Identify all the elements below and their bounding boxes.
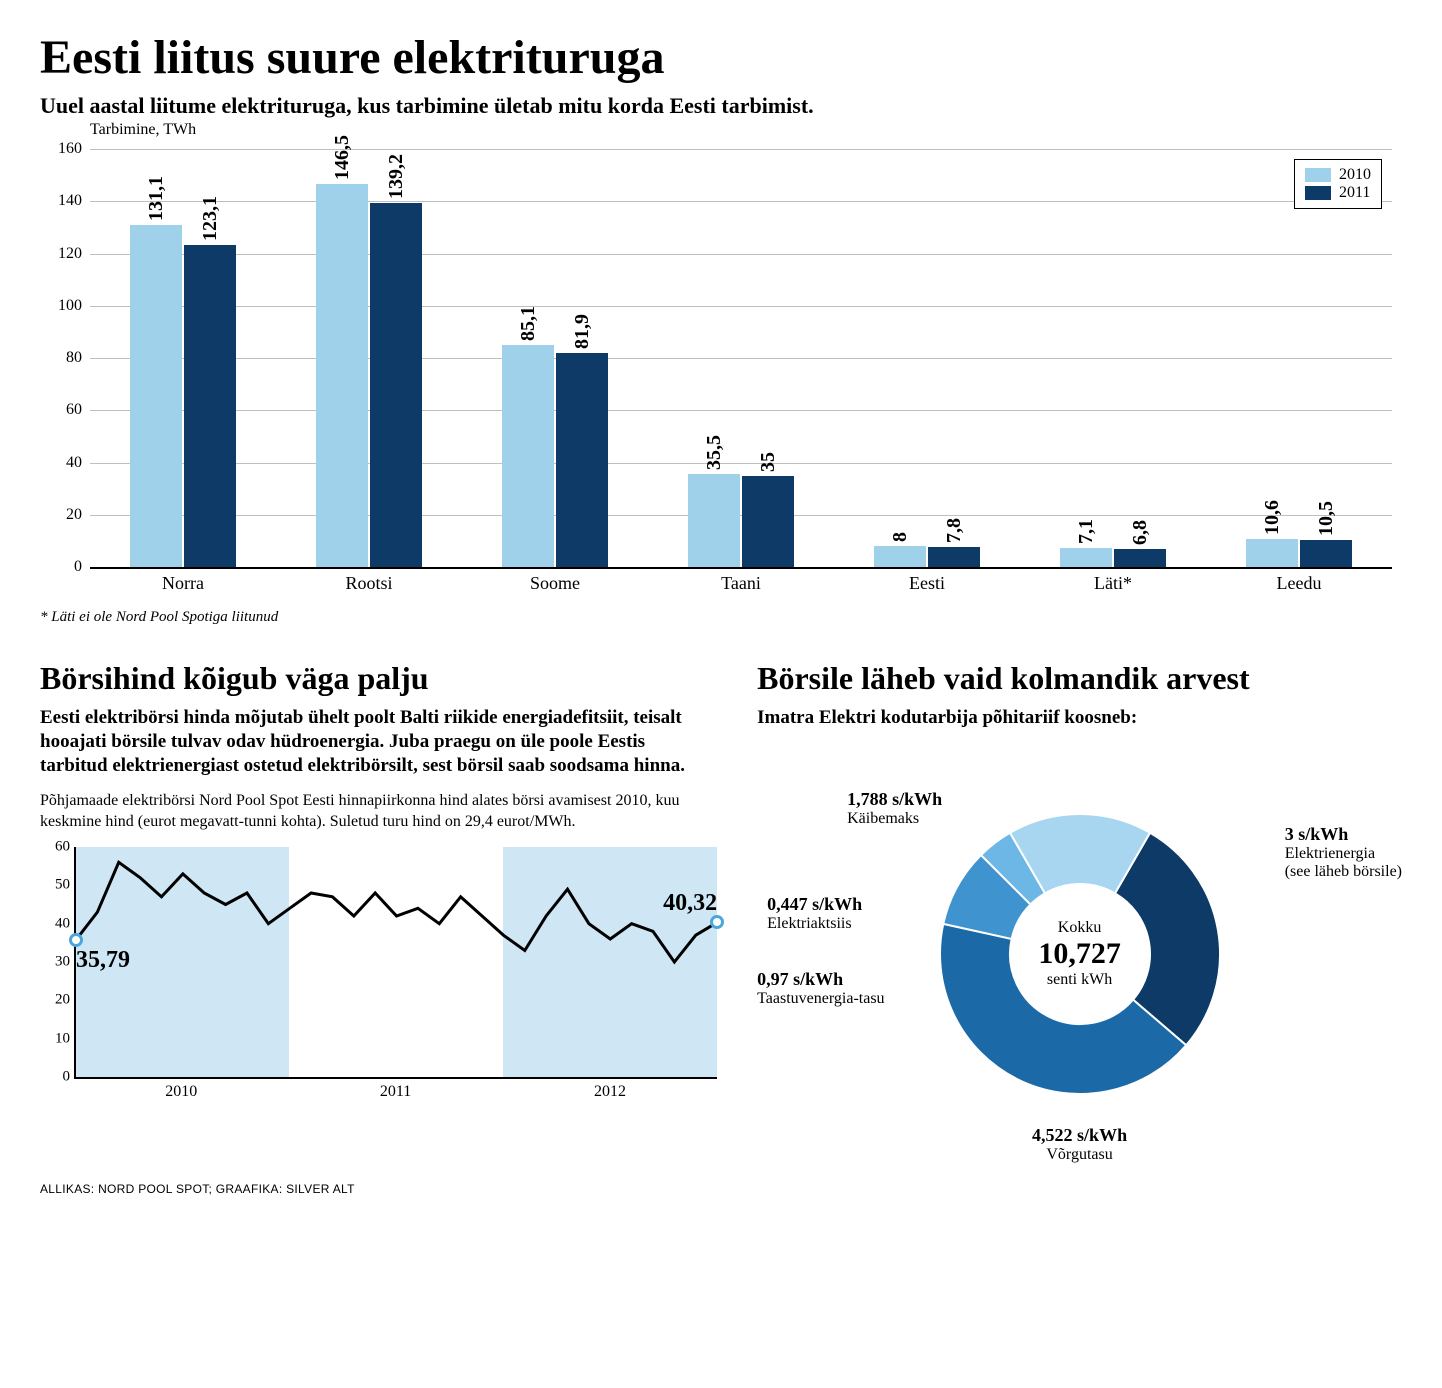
legend-swatch	[1305, 186, 1331, 200]
bar: 6,8	[1114, 549, 1166, 567]
line-chart: 010203040506035,7940,32 201020112012	[74, 847, 717, 1107]
bar: 85,1	[502, 345, 554, 567]
y-tick: 40	[55, 915, 76, 932]
x-category-label: Läti*	[1020, 567, 1206, 594]
donut-section: Börsile läheb vaid kolmandik arvest Imat…	[757, 661, 1402, 1164]
bar-value-label: 131,1	[145, 176, 168, 221]
bar: 35	[742, 476, 794, 567]
source-line: ALLIKAS: NORD POOL SPOT; GRAAFIKA: SILVE…	[40, 1182, 1402, 1196]
y-tick: 80	[66, 349, 82, 367]
y-tick: 100	[58, 297, 82, 315]
bar: 146,5	[316, 184, 368, 567]
bar-group: 10,610,5Leedu	[1206, 149, 1392, 567]
bar-group: 35,535Taani	[648, 149, 834, 567]
x-category-label: Taani	[648, 567, 834, 594]
bar-group: 146,5139,2Rootsi	[276, 149, 462, 567]
bar-value-label: 7,8	[943, 518, 966, 543]
bar-value-label: 6,8	[1129, 520, 1152, 545]
y-tick: 120	[58, 245, 82, 263]
bar: 8	[874, 546, 926, 567]
bar: 10,6	[1246, 539, 1298, 567]
line-start-label: 35,79	[76, 947, 130, 974]
bar-value-label: 146,5	[331, 135, 354, 180]
bar-chart-footnote: * Läti ei ole Nord Pool Spotiga liitunud	[40, 609, 1402, 626]
x-category-label: Leedu	[1206, 567, 1392, 594]
x-year-label: 2011	[288, 1079, 502, 1107]
y-tick: 160	[58, 140, 82, 158]
donut-total-unit: senti kWh	[1038, 971, 1121, 989]
bar: 7,8	[928, 547, 980, 567]
page-subtitle: Uuel aastal liitume elektrituruga, kus t…	[40, 93, 1402, 119]
y-tick: 40	[66, 454, 82, 472]
y-tick: 30	[55, 954, 76, 971]
line-endpoint-marker	[69, 933, 83, 947]
y-tick: 60	[55, 839, 76, 856]
y-tick: 50	[55, 877, 76, 894]
bar-value-label: 35,5	[703, 435, 726, 470]
bar-value-label: 7,1	[1075, 519, 1098, 544]
bar-group: 131,1123,1Norra	[90, 149, 276, 567]
x-year-label: 2012	[503, 1079, 717, 1107]
donut-slice-label: 0,447 s/kWhElektriaktsiis	[767, 894, 862, 933]
bar-value-label: 139,2	[385, 154, 408, 199]
y-tick: 140	[58, 192, 82, 210]
bar-value-label: 123,1	[199, 196, 222, 241]
bar-value-label: 85,1	[517, 306, 540, 341]
donut-center: Kokku10,727senti kWh	[1038, 919, 1121, 989]
bar-group: 7,16,8Läti*	[1020, 149, 1206, 567]
line-section: Börsihind kõigub väga palju Eesti elektr…	[40, 661, 717, 1164]
bar-group: 85,181,9Soome	[462, 149, 648, 567]
bar-value-label: 81,9	[571, 314, 594, 349]
legend-label: 2011	[1339, 184, 1370, 202]
donut-slice-label: 3 s/kWhElektrienergia (see läheb börsile…	[1285, 824, 1402, 881]
bar: 139,2	[370, 203, 422, 567]
y-tick: 60	[66, 401, 82, 419]
legend-item: 2010	[1305, 166, 1371, 184]
line-section-body: Põhjamaade elektribörsi Nord Pool Spot E…	[40, 791, 717, 833]
bar: 10,5	[1300, 540, 1352, 567]
bar: 123,1	[184, 245, 236, 567]
y-tick: 20	[55, 992, 76, 1009]
bar-value-label: 8	[889, 532, 912, 542]
legend-item: 2011	[1305, 184, 1371, 202]
y-tick: 0	[74, 558, 82, 576]
donut-section-lead: Imatra Elektri kodutarbija põhitariif ko…	[757, 706, 1402, 730]
legend: 20102011	[1294, 159, 1382, 209]
x-category-label: Soome	[462, 567, 648, 594]
y-tick: 10	[55, 1030, 76, 1047]
donut-total-label: Kokku	[1038, 919, 1121, 937]
donut-chart: Kokku10,727senti kWh 3 s/kWhElektrienergi…	[757, 744, 1402, 1164]
donut-slice-label: 0,97 s/kWhTaastuvenergia-tasu	[757, 969, 884, 1008]
line-section-lead: Eesti elektribörsi hinda mõjutab ühelt p…	[40, 706, 717, 777]
bar: 35,5	[688, 474, 740, 567]
y-axis-label: Tarbimine, TWh	[90, 121, 196, 139]
page-title: Eesti liitus suure elektrituruga	[40, 30, 1402, 85]
bar-value-label: 10,6	[1261, 500, 1284, 535]
x-year-label: 2010	[74, 1079, 288, 1107]
legend-label: 2010	[1339, 166, 1371, 184]
donut-total-value: 10,727	[1038, 937, 1121, 971]
x-category-label: Norra	[90, 567, 276, 594]
donut-slice-label: 1,788 s/kWhKäibemaks	[847, 789, 942, 828]
bar: 81,9	[556, 353, 608, 567]
bar: 131,1	[130, 225, 182, 567]
x-category-label: Rootsi	[276, 567, 462, 594]
donut-slice-label: 4,522 s/kWhVõrgutasu	[1032, 1125, 1127, 1164]
donut-section-title: Börsile läheb vaid kolmandik arvest	[757, 661, 1402, 696]
line-section-title: Börsihind kõigub väga palju	[40, 661, 717, 696]
bar-value-label: 35	[757, 452, 780, 472]
bar-value-label: 10,5	[1315, 501, 1338, 536]
line-endpoint-marker	[710, 915, 724, 929]
bar-chart: Tarbimine, TWh 020406080100120140160 131…	[40, 149, 1402, 626]
y-tick: 20	[66, 506, 82, 524]
line-end-label: 40,32	[663, 890, 717, 917]
legend-swatch	[1305, 168, 1331, 182]
x-category-label: Eesti	[834, 567, 1020, 594]
bar-group: 87,8Eesti	[834, 149, 1020, 567]
bar: 7,1	[1060, 548, 1112, 567]
